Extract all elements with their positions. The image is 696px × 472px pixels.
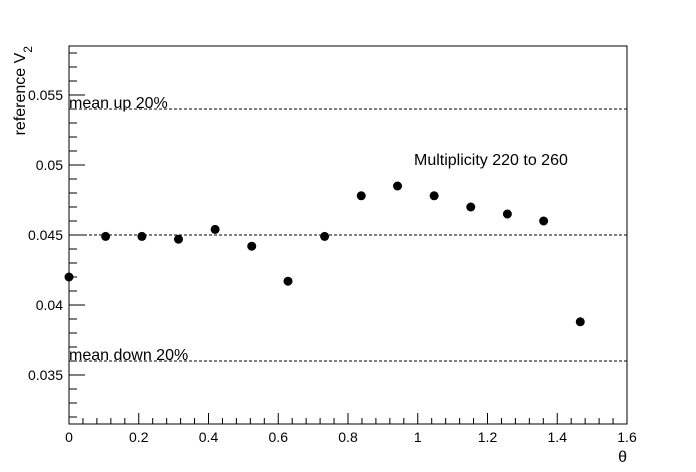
x-axis-title: θ	[618, 449, 627, 466]
y-axis-title: reference V2	[12, 46, 35, 136]
x-tick-label: 1.2	[478, 429, 498, 445]
mean-up-label: mean up 20%	[69, 95, 168, 112]
data-point	[283, 276, 293, 286]
data-point	[393, 181, 403, 191]
data-point	[502, 209, 512, 219]
axes: 0 0.2 0.4 0.6 0.8 1 1.2 1.4 1.6 0.0350.040.0450.…	[28, 45, 637, 445]
multiplicity-annotation: Multiplicity 220 to 260	[414, 152, 568, 169]
x-axis-ticks: 0 0.2 0.4 0.6 0.8 1 1.2 1.4 1.6	[65, 413, 637, 445]
mean-down-label: mean down 20%	[69, 347, 188, 364]
y-axis-ticks: 0.035 0.04 0.045 0.05 0.055	[28, 52, 85, 418]
data-point	[539, 216, 549, 226]
data-point	[210, 224, 220, 234]
y-axis-title-subscript: 2	[21, 46, 35, 53]
x-tick-label: 0.8	[338, 429, 358, 445]
x-tick-label: 1	[414, 429, 422, 445]
data-point	[466, 202, 476, 212]
y-axis-title-main: reference V	[12, 52, 29, 135]
data-point	[137, 231, 147, 241]
x-tick-label: 1.6	[617, 429, 637, 445]
y-tick-label: 0.05	[36, 157, 63, 173]
x-tick-label: 0.6	[269, 429, 289, 445]
x-tick-label: 0.4	[199, 429, 219, 445]
x-tick-label: 0	[65, 429, 73, 445]
data-point	[356, 191, 366, 201]
data-points	[64, 181, 585, 327]
y-tick-label: 0.035	[28, 367, 63, 383]
data-point	[174, 234, 184, 244]
data-point	[101, 231, 111, 241]
y-tick-label: 0.055	[28, 87, 63, 103]
reference-lines	[69, 108, 627, 362]
data-point	[247, 241, 257, 251]
x-tick-label: 1.4	[548, 429, 568, 445]
y-tick-label: 0.045	[28, 227, 63, 243]
x-tick-label: 0.2	[129, 429, 149, 445]
data-point	[429, 191, 439, 201]
y-tick-label: 0.04	[36, 297, 63, 313]
data-point	[575, 317, 585, 327]
data-point	[320, 231, 330, 241]
